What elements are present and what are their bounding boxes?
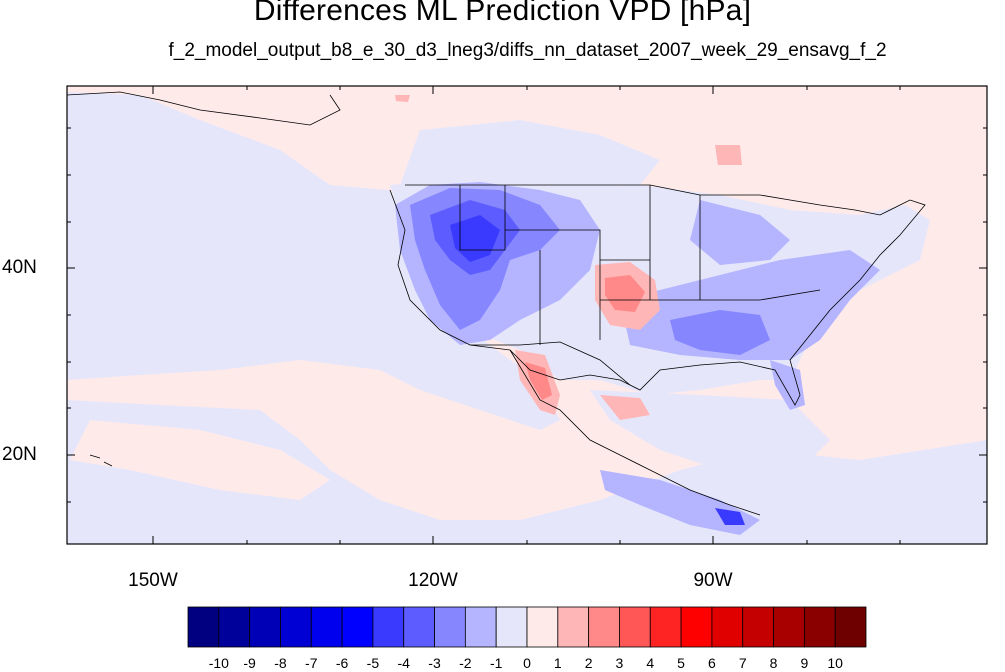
colorbar-label: -1 xyxy=(489,655,503,671)
region-southern-plains-core xyxy=(605,275,645,312)
colorbar-swatch xyxy=(187,606,220,648)
mexico-coast xyxy=(509,349,761,516)
region-florida-negative xyxy=(770,360,805,410)
colorbar-label: 10 xyxy=(827,655,843,671)
colorbar-swatch xyxy=(341,606,374,648)
colorbar-swatch xyxy=(218,606,251,648)
coastline-outlines xyxy=(67,91,926,516)
colorbar-label: 6 xyxy=(708,655,716,671)
colorbar-swatch xyxy=(434,606,466,648)
colorbar-label: -4 xyxy=(397,655,410,671)
colorbar-label: 8 xyxy=(769,655,778,671)
lon-label-150w: 150W xyxy=(128,570,178,591)
colorbar-label: -8 xyxy=(274,655,287,671)
region-canada-positive xyxy=(715,145,742,165)
colorbar-swatch xyxy=(619,606,651,648)
canada-border xyxy=(405,184,760,196)
region-southeast-negative xyxy=(670,310,770,355)
difference-field xyxy=(67,92,987,544)
colorbar-swatch xyxy=(680,606,713,648)
map-subtitle: f_2_model_output_b8_e_30_d3_lneg3/diffs_… xyxy=(168,40,887,61)
colorbar-swatch xyxy=(834,606,867,648)
colorbar-swatch xyxy=(803,606,836,648)
colorbar-label: -3 xyxy=(428,655,441,671)
colorbar-swatch xyxy=(773,606,805,648)
colorbar-label: 1 xyxy=(553,655,562,671)
colorbar-swatch xyxy=(372,606,405,648)
colorbar-label: -5 xyxy=(366,655,380,671)
lat-label-40n: 40N xyxy=(2,257,37,278)
colorbar-swatch xyxy=(403,606,435,648)
colorbar-label: 5 xyxy=(677,655,685,671)
region-alaska-positive xyxy=(395,95,410,102)
hawaii-islands xyxy=(89,454,113,467)
region-central-america-strong xyxy=(715,508,745,525)
region-baja-core xyxy=(525,362,552,400)
colorbar xyxy=(187,606,867,648)
colorbar-label: -10 xyxy=(208,655,229,671)
colorbar-label: 2 xyxy=(584,655,593,671)
region-central-america-negative xyxy=(600,470,760,535)
colorbar-swatch xyxy=(495,606,528,648)
colorbar-label: 7 xyxy=(738,655,747,671)
lon-label-90w: 90W xyxy=(693,570,733,591)
state-border-5 xyxy=(600,289,821,301)
alaska-coast xyxy=(67,91,341,126)
region-midwest-medium-negative xyxy=(690,200,790,265)
colorbar-swatch xyxy=(526,606,559,648)
state-border-2 xyxy=(505,229,650,261)
colorbar-swatch xyxy=(464,606,497,648)
lon-label-120w: 120W xyxy=(408,570,458,591)
colorbar-swatch xyxy=(711,606,744,648)
colorbar-label: -2 xyxy=(459,655,472,671)
mexico-border xyxy=(470,341,631,386)
colorbar-label: -9 xyxy=(243,655,256,671)
colorbar-swatch xyxy=(649,606,682,648)
region-pacific-south-negative xyxy=(67,400,987,544)
colorbar-label: 9 xyxy=(800,655,809,671)
colorbar-swatch xyxy=(588,606,620,648)
colorbar-swatch xyxy=(557,606,590,648)
region-gulf-negative xyxy=(590,390,830,470)
lat-label-20n: 20N xyxy=(2,444,37,465)
colorbar-label: 3 xyxy=(615,655,624,671)
state-border-4 xyxy=(649,185,701,300)
colorbar-label: 4 xyxy=(646,655,655,671)
colorbar-swatch xyxy=(249,606,281,648)
colorbar-swatch xyxy=(742,606,774,648)
region-gulf-of-mexico-positive xyxy=(600,395,650,420)
region-canada-negative xyxy=(400,120,660,185)
colorbar-swatch xyxy=(310,606,343,648)
colorbar-label: -6 xyxy=(335,655,349,671)
region-pacific-west-negative xyxy=(67,92,560,430)
axis-ticks xyxy=(67,86,987,544)
region-pacific-pink-strip xyxy=(70,420,330,500)
state-border-1 xyxy=(459,185,506,251)
map-title: Differences ML Prediction VPD [hPa] xyxy=(253,0,752,27)
colorbar-swatch xyxy=(280,606,312,648)
colorbar-label: -7 xyxy=(305,655,318,671)
colorbar-label: 0 xyxy=(523,655,531,671)
